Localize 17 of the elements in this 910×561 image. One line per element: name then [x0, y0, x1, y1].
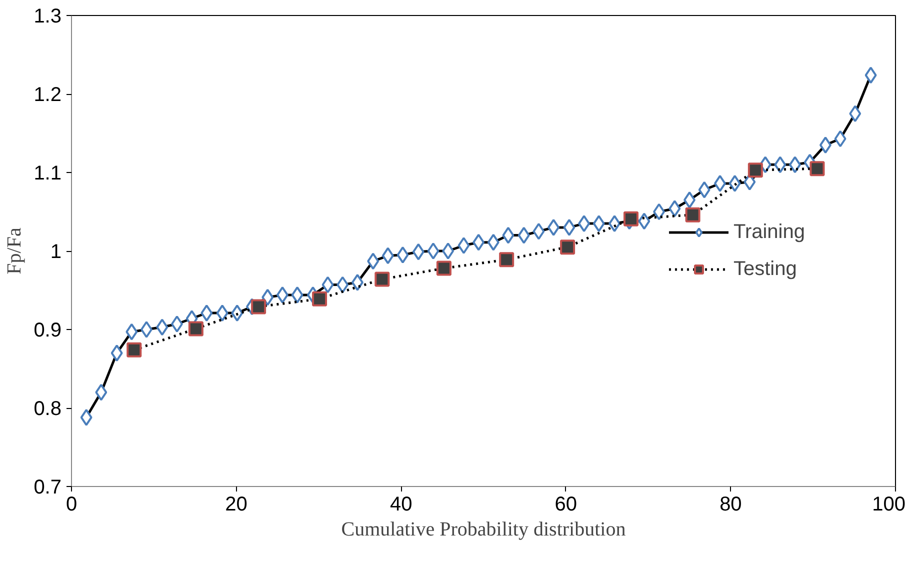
y-tick-label: 0.8 [34, 398, 62, 420]
x-tick-label: 100 [872, 494, 906, 516]
y-tick-label: 1.1 [34, 162, 62, 184]
y-axis-title: Fp/Fa [4, 228, 26, 274]
y-tick-label: 0.9 [34, 320, 62, 342]
y-tick-label: 1 [50, 241, 62, 263]
x-tick-label: 0 [66, 494, 78, 516]
y-tick-label: 1.3 [34, 6, 62, 28]
x-tick-label: 60 [554, 494, 578, 516]
legend-label: Testing [733, 258, 797, 280]
x-tick-label: 80 [720, 494, 742, 516]
x-tick-label: 40 [390, 494, 412, 516]
y-tick-label: 1.2 [34, 84, 62, 106]
legend-label: Training [733, 220, 805, 244]
y-tick-label: 0.7 [34, 476, 62, 498]
x-axis-title: Cumulative Probability distribution [341, 518, 626, 540]
x-tick-label: 20 [225, 494, 248, 516]
